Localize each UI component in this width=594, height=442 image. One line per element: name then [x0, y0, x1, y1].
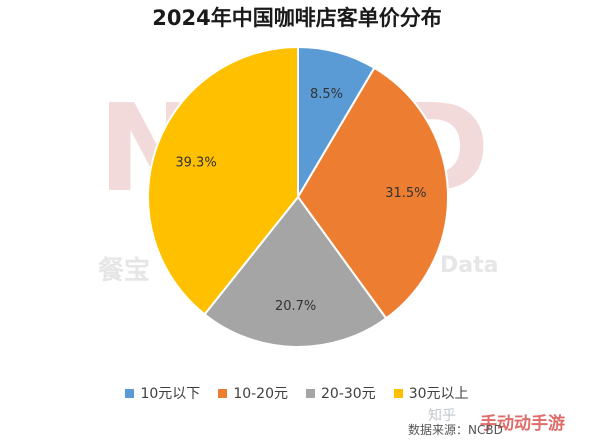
pie-chart: 8.5% 31.5% 20.7% 39.3% — [147, 45, 449, 348]
pie-value-labels: 8.5% 31.5% 20.7% 39.3% — [175, 87, 426, 314]
legend-label-10-20: 10-20元 — [233, 386, 288, 402]
slice-label-under-10: 8.5% — [310, 87, 343, 102]
chart-title: 2024年中国咖啡店客单价分布 — [152, 6, 442, 30]
legend-label-under-10: 10元以下 — [140, 386, 201, 402]
legend-label-20-30: 20-30元 — [321, 386, 376, 402]
legend-swatch-under-10 — [125, 388, 135, 398]
legend-label-over-30: 30元以上 — [408, 386, 469, 402]
legend-item-under-10: 10元以下 — [125, 383, 200, 403]
slice-label-10-20: 31.5% — [385, 186, 426, 201]
pie-slice-over-30 — [147, 45, 299, 316]
background-watermark-text-right: Data — [440, 253, 499, 278]
zhihu-watermark: 知乎 — [428, 408, 456, 424]
pie-slices — [147, 45, 449, 348]
chart-legend: 10元以下 10-20元 20-30元 30元以上 — [0, 383, 594, 403]
background-watermark-text-left: 餐宝 — [98, 256, 151, 286]
legend-swatch-over-30 — [393, 388, 403, 398]
legend-swatch-20-30 — [306, 388, 315, 398]
slice-label-over-30: 39.3% — [175, 155, 216, 170]
brand-watermark: 手动动手游 — [480, 414, 565, 434]
legend-item-over-30: 30元以上 — [393, 383, 469, 403]
data-source-note: 数据来源：NCBD — [408, 423, 503, 437]
pie-slice-20-30 — [203, 195, 388, 348]
legend-item-10-20: 10-20元 — [218, 383, 288, 403]
pie-slice-10-20 — [296, 66, 449, 320]
legend-item-20-30: 20-30元 — [306, 383, 376, 403]
slice-label-20-30: 20.7% — [275, 299, 316, 314]
legend-swatch-10-20 — [218, 388, 228, 398]
